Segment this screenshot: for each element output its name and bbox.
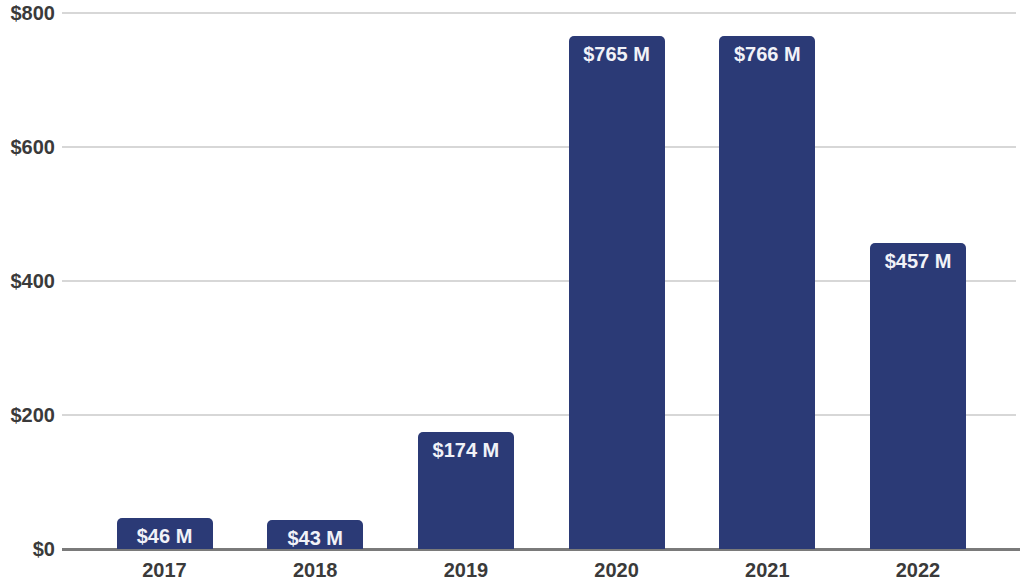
- bar-value-label: $766 M: [734, 44, 801, 64]
- bar-chart: $0 $200 $400 $600 $800 $46 M 2017 $43 M 2018 $174…: [0, 0, 1024, 586]
- gridline: [62, 12, 1016, 14]
- bar-2017: $46 M: [117, 518, 213, 549]
- bar-value-label: $43 M: [287, 528, 343, 548]
- bar-value-label: $46 M: [137, 526, 193, 546]
- bar-value-label: $765 M: [583, 44, 650, 64]
- bar-value-label: $174 M: [433, 440, 500, 460]
- y-axis-tick-label: $400: [0, 269, 55, 293]
- y-axis-tick-label: $200: [0, 403, 55, 427]
- x-axis-label-2017: 2017: [110, 558, 220, 582]
- bar-2022: $457 M: [870, 243, 966, 549]
- gridline: [62, 146, 1016, 148]
- bar-2019: $174 M: [418, 432, 514, 549]
- x-axis-label-2021: 2021: [712, 558, 822, 582]
- y-axis-tick-label: $0: [0, 537, 55, 561]
- x-axis-label-2022: 2022: [863, 558, 973, 582]
- bar-2021: $766 M: [719, 36, 815, 549]
- bar-value-label: $457 M: [885, 251, 952, 271]
- bar-2020: $765 M: [569, 36, 665, 549]
- y-axis-tick-label: $600: [0, 135, 55, 159]
- x-axis-label-2019: 2019: [411, 558, 521, 582]
- bar-2018: $43 M: [267, 520, 363, 549]
- y-axis-tick-label: $800: [0, 1, 55, 25]
- x-axis-label-2020: 2020: [562, 558, 672, 582]
- x-axis-label-2018: 2018: [260, 558, 370, 582]
